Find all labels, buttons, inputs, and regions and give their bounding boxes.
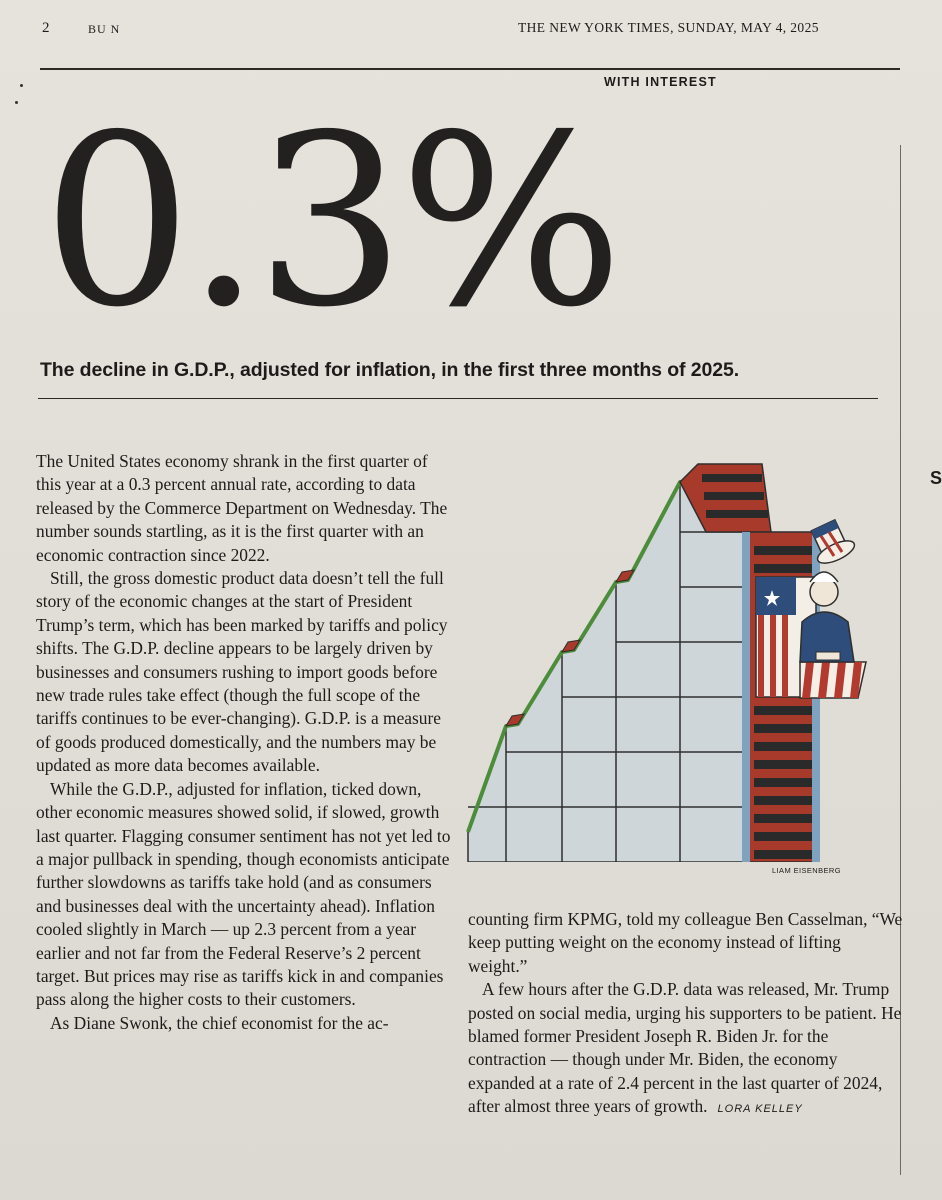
uncle-sam-figure [799, 518, 856, 663]
paragraph: The United States economy shrank in the … [36, 451, 448, 565]
date-line: THE NEW YORK TIMES, SUNDAY, MAY 4, 2025 [518, 20, 819, 35]
adjacent-column-letter: S [930, 468, 942, 488]
paragraph: Still, the gross domestic product data d… [36, 568, 448, 776]
paragraph: counting firm KPMG, told my colleague Be… [468, 909, 903, 976]
top-hat-flying [810, 518, 856, 564]
byline: LORA KELLEY [717, 1103, 803, 1116]
headline-rule [38, 398, 878, 399]
paragraph: A few hours after the G.D.P. data was re… [468, 978, 904, 1121]
right-column-rule [900, 145, 901, 1175]
column-kicker: WITH INTEREST [604, 75, 717, 89]
top-rule [40, 68, 900, 70]
section-code: BU N [88, 22, 121, 36]
paragraph-text: A few hours after the G.D.P. data was re… [468, 979, 902, 1117]
illustration-credit: LIAM EISENBERG [772, 866, 841, 875]
article-column-2: counting firm KPMG, told my colleague Be… [468, 908, 904, 1122]
article-column-1: The United States economy shrank in the … [36, 450, 456, 1035]
paragraph: While the G.D.P., adjusted for inflation… [36, 778, 451, 1010]
page-number: 2 [42, 20, 50, 36]
stock-chart-illustration [466, 463, 867, 862]
chart-area [466, 478, 749, 862]
headline-number: 0.3% [42, 84, 624, 359]
subhead: The decline in G.D.P., adjusted for infl… [40, 359, 740, 381]
print-speck [15, 101, 18, 104]
print-speck [20, 84, 23, 87]
paragraph: As Diane Swonk, the chief economist for … [50, 1012, 389, 1033]
